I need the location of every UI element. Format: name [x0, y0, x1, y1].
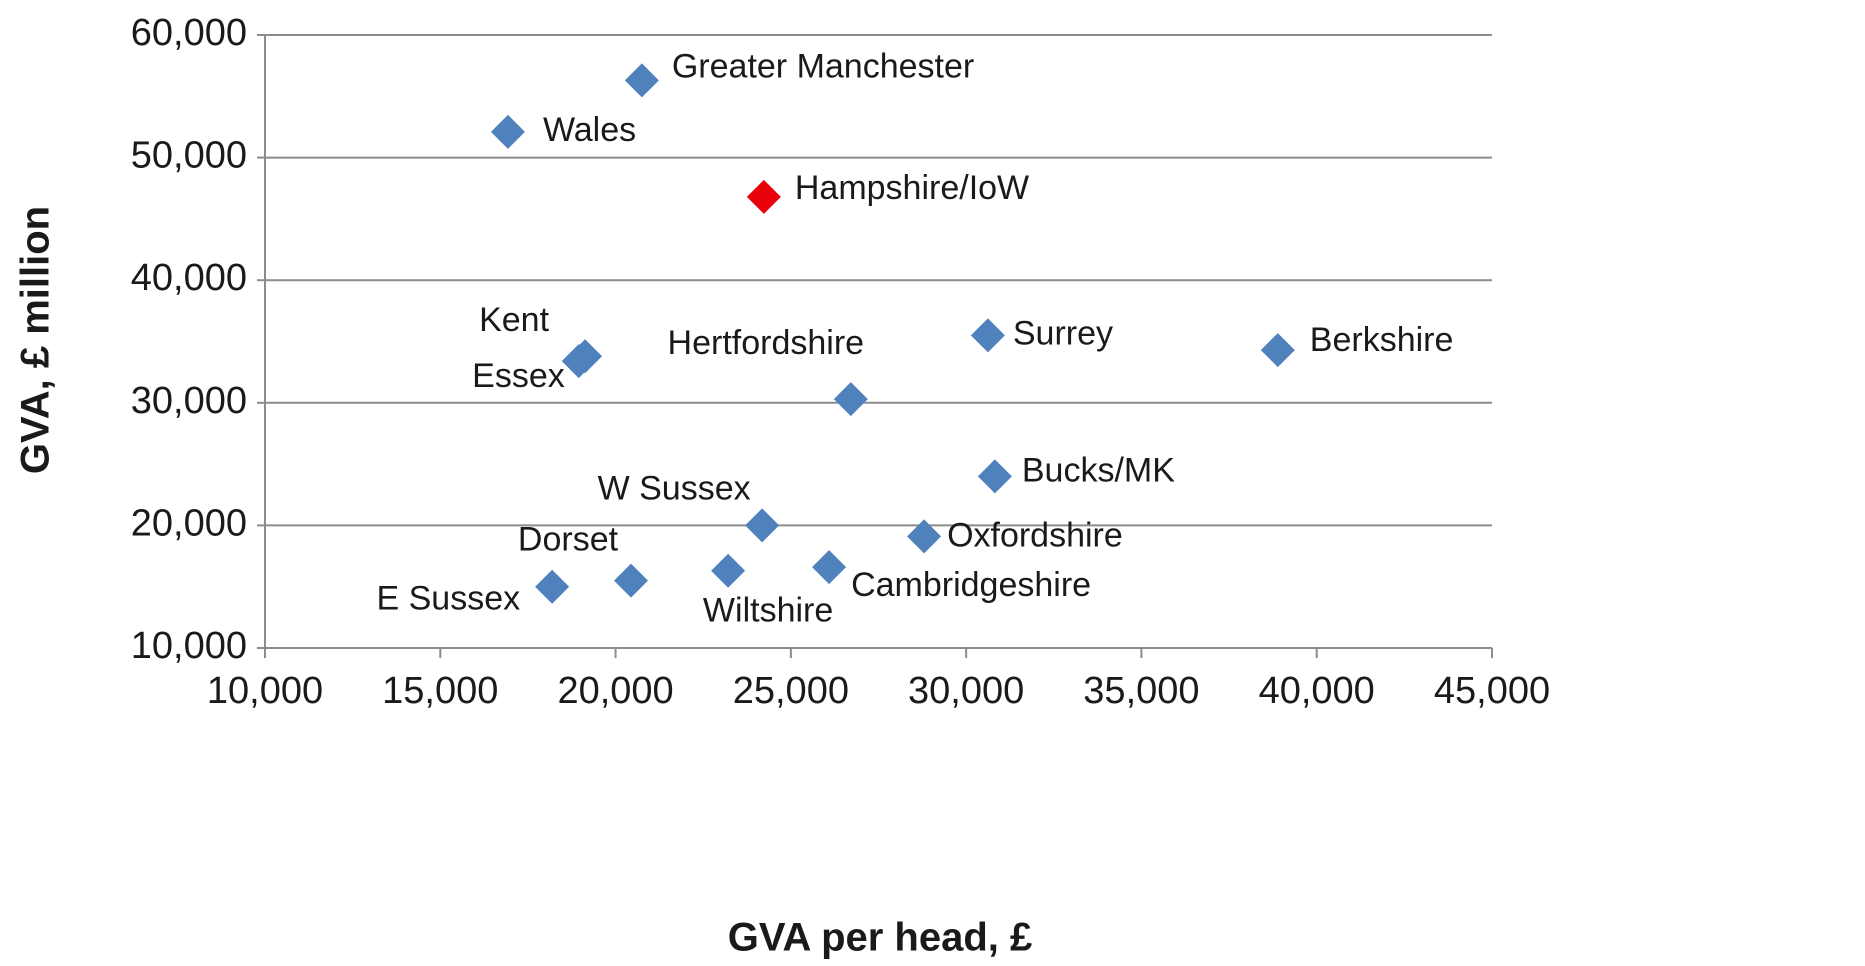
point-label: E Sussex: [376, 580, 520, 618]
point: [613, 563, 648, 598]
x-tick-label: 35,000: [1083, 670, 1199, 712]
point: [561, 344, 596, 379]
point-label: Oxfordshire: [947, 516, 1123, 554]
point: [745, 508, 780, 543]
point-label: Berkshire: [1310, 321, 1454, 359]
point: [1260, 333, 1295, 368]
point: [535, 569, 570, 604]
point-label: Surrey: [1013, 314, 1113, 352]
x-tick-label: 45,000: [1434, 670, 1550, 712]
point-label: Hertfordshire: [668, 324, 865, 362]
point-label: W Sussex: [598, 469, 751, 507]
point: [624, 63, 659, 98]
point: [812, 550, 847, 585]
point-label: Bucks/MK: [1022, 451, 1175, 489]
x-axis-label: GVA per head, £: [728, 916, 1033, 960]
y-tick-label: 40,000: [131, 257, 247, 299]
point: [746, 179, 781, 214]
x-tick-label: 40,000: [1259, 670, 1375, 712]
point-label: Kent: [479, 301, 549, 339]
point: [490, 114, 525, 149]
point-label: Cambridgeshire: [851, 566, 1091, 604]
point-label: Wiltshire: [703, 592, 833, 630]
point: [907, 519, 942, 554]
point-label: Essex: [472, 357, 565, 395]
point: [711, 553, 746, 588]
point: [833, 382, 868, 417]
point-label: Greater Manchester: [672, 47, 974, 85]
point: [970, 318, 1005, 353]
y-tick-label: 30,000: [131, 380, 247, 422]
point-label: Hampshire/IoW: [795, 169, 1029, 207]
x-tick-label: 25,000: [733, 670, 849, 712]
x-tick-label: 30,000: [908, 670, 1024, 712]
y-tick-label: 10,000: [131, 625, 247, 667]
y-tick-label: 20,000: [131, 502, 247, 544]
y-tick-label: 50,000: [131, 135, 247, 177]
y-axis-label: GVA, £ million: [14, 206, 58, 474]
point-label: Dorset: [518, 521, 619, 559]
point: [977, 459, 1012, 494]
point-label: Wales: [543, 111, 636, 149]
x-tick-label: 15,000: [382, 670, 498, 712]
y-tick-label: 60,000: [131, 12, 247, 54]
x-tick-label: 20,000: [557, 670, 673, 712]
x-tick-label: 10,000: [207, 670, 323, 712]
